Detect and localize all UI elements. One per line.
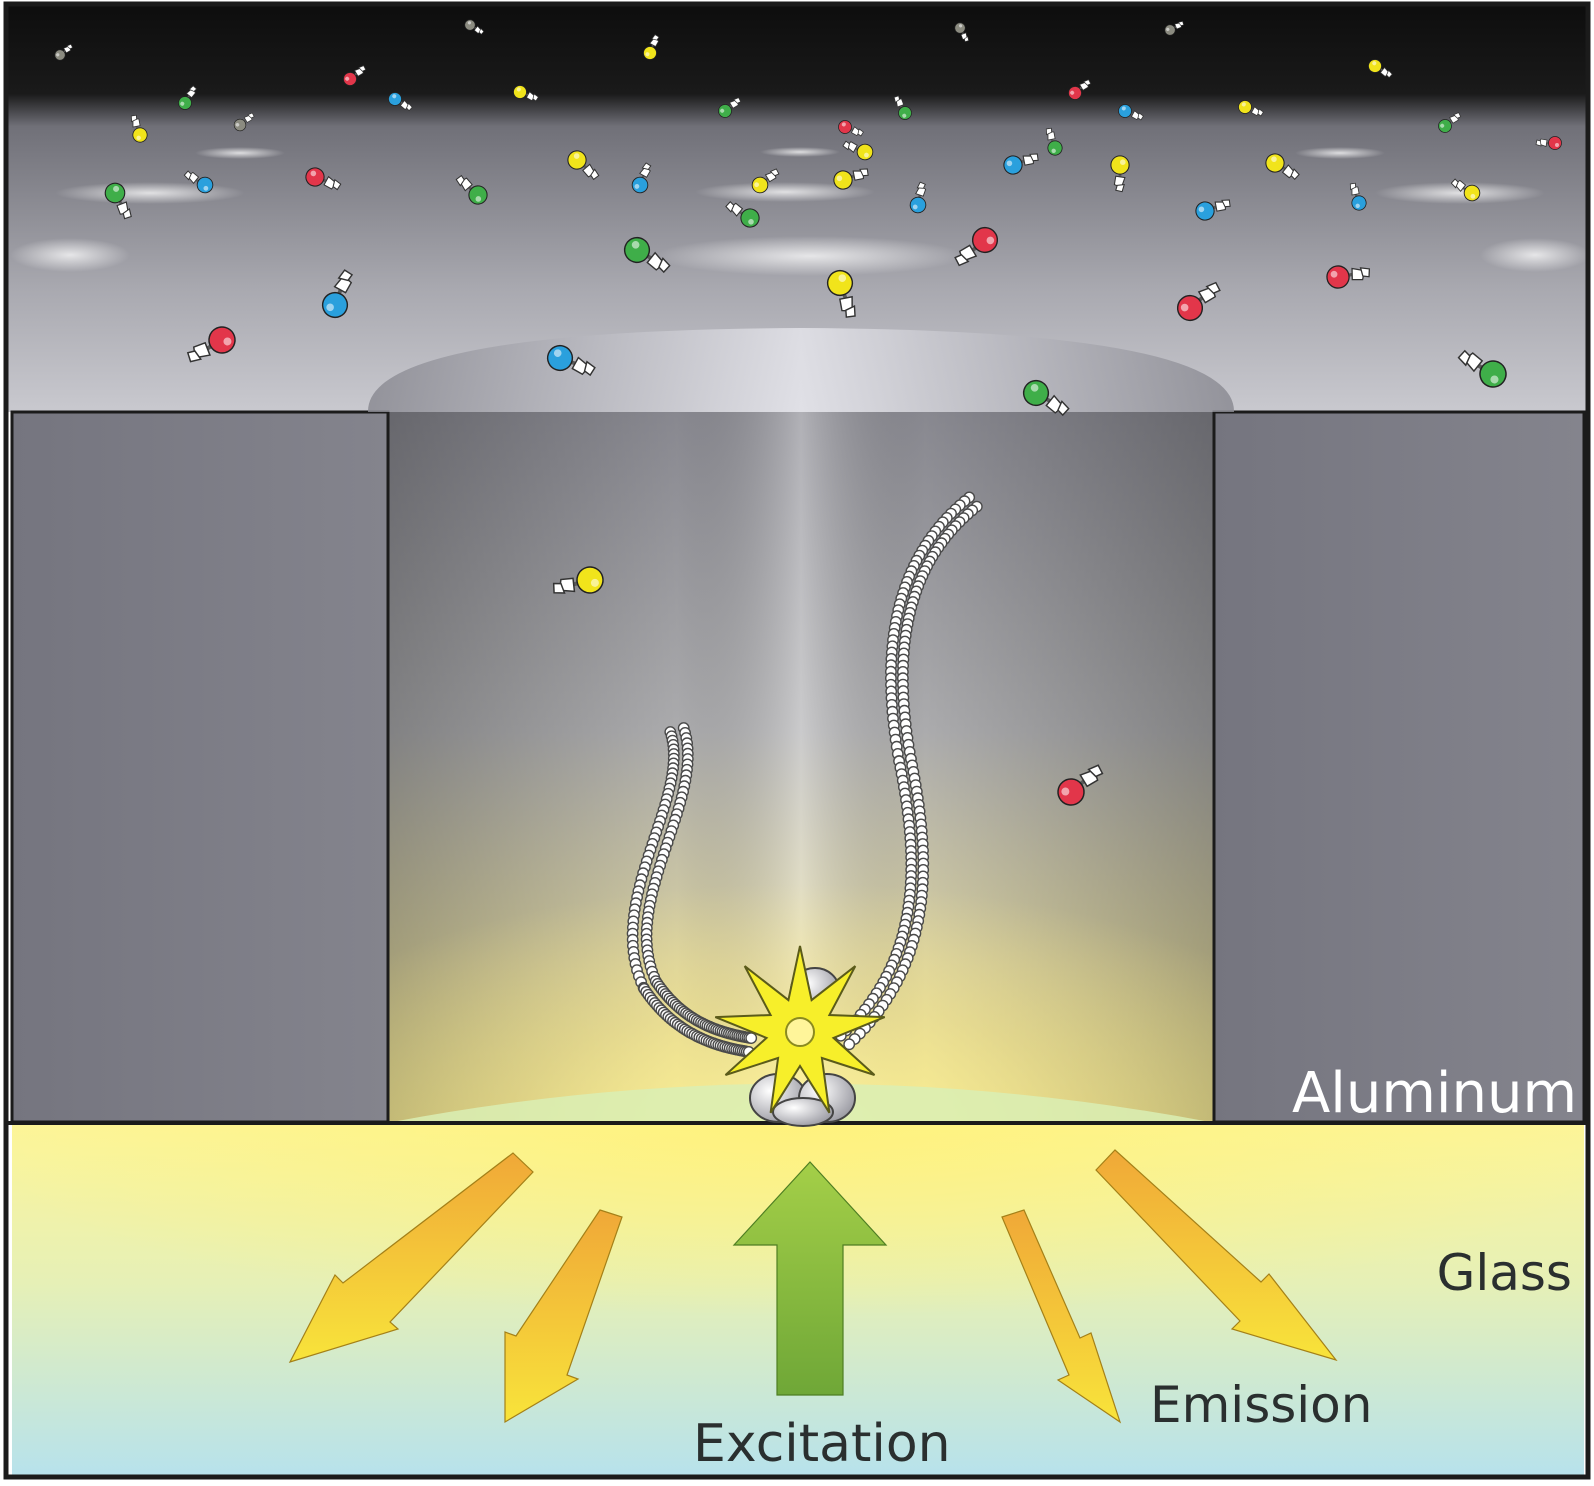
nucleotide xyxy=(567,150,600,181)
nucleotide xyxy=(842,140,874,161)
light-disc xyxy=(695,182,875,202)
nucleotide xyxy=(104,182,132,220)
nucleotide xyxy=(178,85,198,110)
nucleotide xyxy=(552,566,604,594)
emission-arrow-1 xyxy=(288,1152,534,1363)
emission-arrow-3 xyxy=(1001,1209,1122,1424)
emission-arrow-4 xyxy=(1095,1149,1338,1362)
nucleotide xyxy=(546,344,596,377)
dna-bead xyxy=(745,1032,758,1045)
dna-strand xyxy=(626,491,983,1058)
nucleotide xyxy=(1368,59,1393,79)
light-disc xyxy=(10,238,130,272)
nucleotide xyxy=(751,168,780,194)
light-disc xyxy=(760,147,840,157)
nucleotide xyxy=(1176,281,1221,322)
nucleotide xyxy=(643,34,660,60)
nucleotide xyxy=(1118,104,1144,121)
nucleotide xyxy=(233,112,255,132)
nucleotides xyxy=(54,19,1562,806)
emission-arrows xyxy=(288,1149,1338,1424)
nucleotide xyxy=(1045,127,1063,156)
nucleotide xyxy=(1450,178,1481,202)
nucleotide xyxy=(1535,136,1562,150)
nucleotide xyxy=(1164,21,1185,36)
nucleotide xyxy=(321,269,354,319)
nucleotide xyxy=(54,43,73,61)
nucleotide xyxy=(838,120,864,137)
nucleotide xyxy=(909,181,927,214)
nucleotide xyxy=(725,200,760,228)
nucleotide xyxy=(1057,764,1104,806)
nucleotide xyxy=(183,170,214,194)
nucleotide xyxy=(1022,379,1070,417)
nucleotide xyxy=(833,168,869,190)
nucleotide xyxy=(130,114,148,143)
nucleotide xyxy=(455,174,488,205)
nucleotide xyxy=(388,92,413,112)
nucleotide xyxy=(186,326,236,363)
nucleotide xyxy=(893,95,912,120)
light-disc xyxy=(195,147,285,159)
excitation-arrow xyxy=(732,1161,888,1396)
nucleotide xyxy=(1238,100,1264,117)
nucleotide xyxy=(305,167,342,191)
glass-label: Glass xyxy=(1437,1244,1572,1302)
nucleotide xyxy=(1110,155,1130,193)
nucleotide xyxy=(1068,79,1092,100)
outer-frame xyxy=(3,1,1591,1480)
nucleotide xyxy=(631,162,652,194)
well-rim xyxy=(367,328,1235,412)
emission-label: Emission xyxy=(1150,1376,1372,1434)
nucleotide xyxy=(513,85,539,102)
nucleotide xyxy=(718,97,742,118)
light-disc xyxy=(1295,147,1385,159)
nucleotide xyxy=(1438,112,1462,133)
nucleotide xyxy=(1457,349,1507,388)
nucleotide xyxy=(826,269,856,318)
nucleotide xyxy=(464,19,485,35)
light-disc xyxy=(655,236,965,276)
dna-bead xyxy=(843,1038,856,1051)
aluminum-label: Aluminum xyxy=(1292,1061,1577,1126)
fluorophore-center xyxy=(785,1017,815,1047)
nucleotide xyxy=(1326,265,1371,289)
nucleotide xyxy=(954,22,969,43)
nucleotide xyxy=(1003,153,1039,175)
aluminum-left xyxy=(10,410,390,1124)
excitation-label: Excitation xyxy=(693,1414,951,1474)
nucleotide xyxy=(1195,199,1231,221)
light-disc xyxy=(1375,182,1545,204)
nucleotide xyxy=(623,236,671,274)
light-discs xyxy=(10,147,1590,276)
nucleotide xyxy=(1349,182,1367,211)
emission-arrow-2 xyxy=(504,1209,623,1424)
light-disc xyxy=(55,182,245,204)
light-disc xyxy=(1480,238,1590,272)
nucleotide xyxy=(343,65,367,86)
aluminum-right xyxy=(1212,410,1586,1124)
nucleotide xyxy=(1265,153,1300,181)
nucleotide xyxy=(954,226,999,267)
